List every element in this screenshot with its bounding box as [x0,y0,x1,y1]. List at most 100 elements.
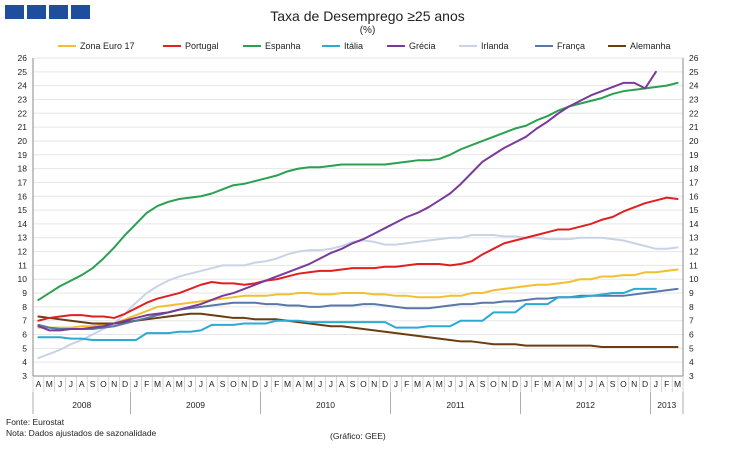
x-year-label: 2013 [657,400,676,410]
x-month-label: J [329,379,333,389]
logo-block [71,5,90,19]
y-tick-label-left: 15 [18,205,28,215]
x-month-label: S [350,379,356,389]
chart-title: Taxa de Desemprego ≥25 anos [270,8,465,24]
x-month-label: S [90,379,96,389]
legend-item-irlanda: Irlanda [459,41,509,51]
legend-label: França [557,41,586,51]
y-tick-label-left: 24 [18,81,28,91]
x-month-label: F [144,379,149,389]
y-tick-label-right: 23 [689,94,699,104]
legend-swatch [243,45,261,47]
legend-swatch [535,45,553,47]
x-month-label: J [459,379,463,389]
y-tick-label-right: 20 [689,136,699,146]
x-year-label: 2009 [186,400,205,410]
series-line-italia [37,287,657,342]
x-month-label: M [566,379,573,389]
x-year-label: 2011 [446,400,465,410]
x-year-label: 2008 [72,400,91,410]
x-month-label: A [599,379,605,389]
x-month-label: S [220,379,226,389]
x-month-label: M [46,379,53,389]
y-tick-label-right: 26 [689,53,699,63]
x-month-label: S [480,379,486,389]
x-month-label: O [100,379,107,389]
series-line-portugal [37,196,679,322]
y-tick-label-left: 9 [22,288,27,298]
y-tick-label-right: 8 [689,302,694,312]
x-month-label: J [134,379,138,389]
x-month-label: F [664,379,669,389]
y-tick-label-left: 3 [22,371,27,381]
x-month-label: O [230,379,237,389]
y-tick-label-left: 25 [18,67,28,77]
data-note: Nota: Dados ajustados de sazonalidade [6,428,157,438]
y-tick-label-right: 3 [689,371,694,381]
x-month-label: A [36,379,42,389]
x-month-label: N [631,379,637,389]
legend-swatch [459,45,477,47]
x-month-label: M [674,379,681,389]
source-note: Fonte: Eurostat [6,417,65,427]
y-tick-label-right: 17 [689,177,699,187]
y-tick-label-right: 10 [689,274,699,284]
x-month-label: J [394,379,398,389]
x-month-label: D [252,379,258,389]
x-month-label: O [490,379,497,389]
x-month-label: O [620,379,627,389]
y-tick-label-right: 15 [689,205,699,215]
x-month-label: J [654,379,658,389]
legend-label: Alemanha [630,41,671,51]
x-month-label: N [501,379,507,389]
legend-item-zona-euro: Zona Euro 17 [58,41,135,51]
series-line-alemanha [37,312,679,348]
x-month-label: D [642,379,648,389]
legend-label: Portugal [185,41,219,51]
y-tick-label-right: 11 [689,260,698,270]
y-tick-label-right: 14 [689,219,699,229]
legend-swatch [58,45,76,47]
y-tick-label-right: 24 [689,81,699,91]
x-month-label: A [166,379,172,389]
x-month-label: A [469,379,475,389]
x-month-label: J [578,379,582,389]
y-tick-label-left: 17 [18,177,28,187]
x-month-label: F [404,379,409,389]
y-tick-label-right: 4 [689,357,694,367]
y-tick-label-left: 19 [18,150,28,160]
x-month-label: M [176,379,183,389]
y-tick-label-right: 5 [689,343,694,353]
legend-item-portugal: Portugal [163,41,219,51]
x-month-label: D [512,379,518,389]
x-month-label: J [318,379,322,389]
y-tick-label-left: 11 [18,260,27,270]
legend-swatch [608,45,626,47]
x-month-label: M [306,379,313,389]
x-month-label: M [436,379,443,389]
x-month-label: N [241,379,247,389]
x-month-label: A [296,379,302,389]
x-month-label: J [199,379,203,389]
chart-subtitle: (%) [359,25,376,36]
y-tick-label-left: 14 [18,219,28,229]
y-tick-label-left: 8 [22,302,27,312]
x-month-label: F [274,379,279,389]
x-month-label: J [188,379,192,389]
x-month-label: D [122,379,128,389]
y-tick-label-left: 26 [18,53,28,63]
x-month-label: F [534,379,539,389]
legend-item-alemanha: Alemanha [608,41,671,51]
legend-item-grecia: Grécia [387,41,436,51]
y-tick-label-left: 18 [18,164,28,174]
x-month-label: J [58,379,62,389]
x-month-label: N [111,379,117,389]
x-month-label: A [339,379,345,389]
legend-item-franca: França [535,41,585,51]
x-month-label: A [79,379,85,389]
chart-credit: (Gráfico: GEE) [330,431,386,441]
legend-label: Itália [344,41,364,51]
y-tick-label-right: 9 [689,288,694,298]
y-tick-label-left: 22 [18,108,28,118]
x-month-label: A [556,379,562,389]
